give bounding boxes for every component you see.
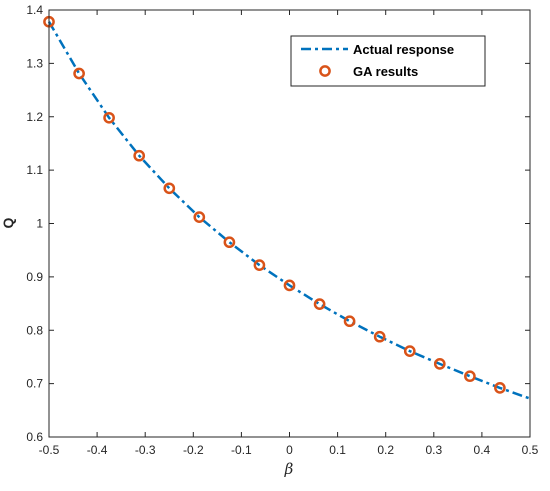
y-axis-ticks: 0.6 0.7 0.8 0.9 1 1.1 1.2 1.3 1.4 xyxy=(26,3,530,444)
x-axis-label: β xyxy=(284,460,294,478)
y-tick-label: 1 xyxy=(36,217,43,231)
ga-result-point xyxy=(73,67,85,80)
x-tick-label: 0.4 xyxy=(474,443,491,457)
x-tick-label: 0.5 xyxy=(522,443,539,457)
ga-result-point xyxy=(464,370,476,383)
ga-results-layer xyxy=(43,15,506,394)
x-axis-ticks: -0.5 -0.4 -0.3 -0.2 -0.1 0 0.1 0.2 0.3 0.4 0.5 xyxy=(39,10,539,457)
y-tick-label: 0.7 xyxy=(26,377,43,391)
ga-result-point xyxy=(283,279,296,292)
x-tick-label: -0.2 xyxy=(183,443,204,457)
ga-result-point xyxy=(433,358,446,370)
x-tick-label: -0.4 xyxy=(87,443,108,457)
ga-result-point xyxy=(494,382,506,394)
legend-label-ga-results: GA results xyxy=(353,64,418,79)
ga-result-point xyxy=(223,236,236,249)
ga-result-point xyxy=(193,211,206,223)
ga-result-point xyxy=(163,182,176,195)
y-tick-label: 1.3 xyxy=(26,56,43,70)
ga-result-point xyxy=(133,149,146,162)
ga-result-point xyxy=(343,315,356,328)
y-tick-label: 1.2 xyxy=(26,110,43,124)
y-tick-label: 0.9 xyxy=(26,270,43,284)
ga-result-point xyxy=(373,330,386,343)
y-axis-label: Q xyxy=(0,217,16,228)
y-tick-label: 0.6 xyxy=(26,430,43,444)
y-tick-label: 1.4 xyxy=(26,3,43,17)
legend-marker-ga-results xyxy=(319,65,331,77)
x-tick-label: -0.3 xyxy=(135,443,156,457)
x-tick-label: 0.1 xyxy=(329,443,346,457)
y-tick-label: 1.1 xyxy=(26,163,43,177)
legend-label-actual-response: Actual response xyxy=(353,42,454,57)
x-tick-label: -0.5 xyxy=(39,443,60,457)
x-tick-label: 0.3 xyxy=(425,443,442,457)
ga-result-point xyxy=(103,111,115,124)
x-tick-label: 0.2 xyxy=(377,443,394,457)
actual-response-layer xyxy=(47,21,531,400)
ga-result-point xyxy=(403,345,416,357)
legend-box xyxy=(290,35,486,87)
legend: Actual response GA results xyxy=(290,35,486,87)
ga-result-point xyxy=(313,298,326,310)
x-tick-label: -0.1 xyxy=(231,443,252,457)
x-tick-label: 0 xyxy=(286,443,293,457)
ga-result-point xyxy=(253,259,266,271)
y-tick-label: 0.8 xyxy=(26,323,43,337)
actual-response-line xyxy=(47,21,531,400)
